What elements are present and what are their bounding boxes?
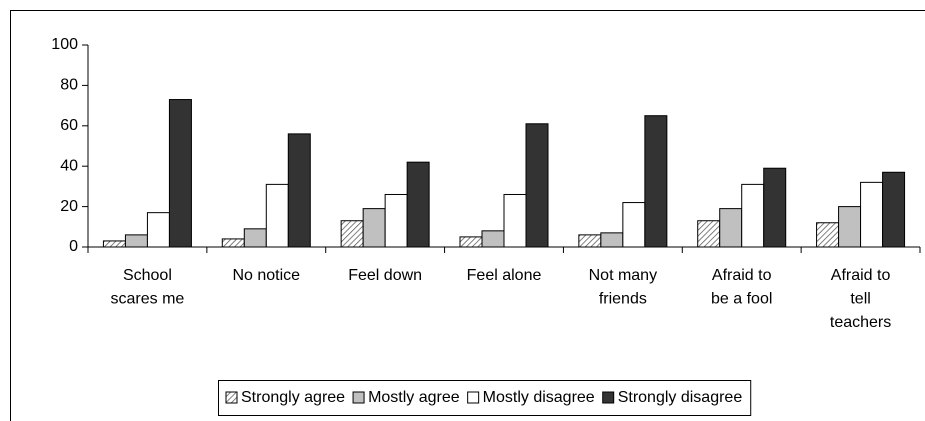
bar (362, 208, 386, 248)
y-tick-label: 80 (60, 77, 78, 94)
bar (816, 222, 840, 248)
y-tick-label: 100 (51, 36, 78, 53)
bar (503, 193, 527, 248)
bar (741, 183, 765, 248)
legend-swatch (602, 391, 615, 404)
legend-label: Mostly agree (368, 389, 460, 406)
y-tick-label: 60 (60, 117, 78, 134)
bar (719, 208, 743, 248)
bar (644, 115, 668, 248)
x-tick-label: Feel alone (467, 267, 542, 284)
bar (265, 183, 289, 248)
bar (124, 234, 148, 248)
legend-label: Strongly disagree (618, 389, 743, 406)
bar (340, 220, 364, 248)
bar (622, 202, 646, 248)
y-tick-label: 40 (60, 157, 78, 174)
legend-box (218, 380, 752, 416)
legend-label: Strongly agree (241, 389, 345, 406)
legend-swatch (352, 391, 365, 404)
x-tick-label: School scares me (111, 267, 185, 308)
bar (697, 220, 721, 248)
bar (860, 181, 884, 248)
legend-swatch (467, 391, 480, 404)
bar (102, 240, 126, 248)
bar (406, 161, 430, 248)
bar (481, 230, 505, 248)
bar (384, 193, 408, 248)
bar (459, 236, 483, 248)
bar (168, 99, 192, 248)
y-tick-label: 20 (60, 198, 78, 215)
legend-swatch (225, 391, 238, 404)
bar (243, 228, 267, 248)
bar (838, 206, 862, 248)
bar (525, 123, 549, 248)
legend-label: Mostly disagree (483, 389, 595, 406)
bar (763, 167, 787, 248)
bar (146, 212, 170, 248)
bar (882, 171, 906, 248)
x-tick-label: Not many friends (589, 267, 657, 308)
x-tick-label: Afraid to be a fool (711, 267, 772, 308)
frame (10, 10, 925, 421)
bar (221, 238, 245, 248)
x-tick-label: Feel down (348, 267, 422, 284)
bar (287, 133, 311, 248)
bar (600, 232, 624, 248)
x-tick-label: No notice (232, 267, 300, 284)
bar (578, 234, 602, 248)
legend: Strongly agree Mostly agree Mostly disagre… (218, 380, 752, 416)
x-tick-label: Afraid to tell teachers (830, 267, 891, 331)
y-tick-label: 0 (69, 238, 78, 255)
